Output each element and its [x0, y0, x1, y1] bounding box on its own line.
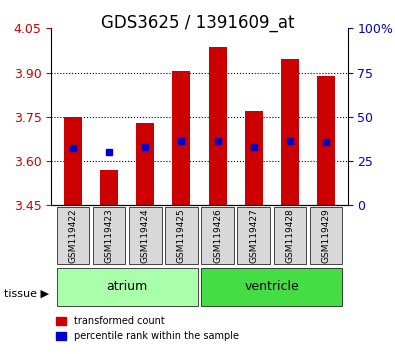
Text: GSM119426: GSM119426 [213, 208, 222, 263]
FancyBboxPatch shape [93, 206, 126, 264]
Text: GSM119422: GSM119422 [68, 208, 77, 263]
FancyBboxPatch shape [201, 206, 234, 264]
FancyBboxPatch shape [57, 268, 198, 306]
FancyBboxPatch shape [237, 206, 270, 264]
FancyBboxPatch shape [310, 206, 342, 264]
Text: ventricle: ventricle [245, 280, 299, 293]
Text: GSM119425: GSM119425 [177, 208, 186, 263]
Bar [172, 71, 190, 205]
Text: atrium: atrium [107, 280, 148, 293]
Bar [136, 123, 154, 205]
FancyBboxPatch shape [129, 206, 162, 264]
FancyBboxPatch shape [274, 206, 306, 264]
FancyBboxPatch shape [201, 268, 342, 306]
Legend: transformed count, percentile rank within the sample: transformed count, percentile rank withi… [56, 316, 239, 341]
Bar [209, 47, 227, 205]
FancyBboxPatch shape [165, 206, 198, 264]
Text: GDS3625 / 1391609_at: GDS3625 / 1391609_at [101, 14, 294, 32]
Text: GSM119429: GSM119429 [322, 208, 331, 263]
Bar [64, 117, 82, 205]
Bar [245, 111, 263, 205]
FancyBboxPatch shape [57, 206, 89, 264]
Text: GSM119423: GSM119423 [105, 208, 114, 263]
Bar [317, 75, 335, 205]
Bar [100, 170, 118, 205]
Text: GSM119427: GSM119427 [249, 208, 258, 263]
Text: GSM119424: GSM119424 [141, 208, 150, 263]
Text: tissue ▶: tissue ▶ [4, 289, 49, 299]
Text: GSM119428: GSM119428 [285, 208, 294, 263]
Bar [281, 59, 299, 205]
